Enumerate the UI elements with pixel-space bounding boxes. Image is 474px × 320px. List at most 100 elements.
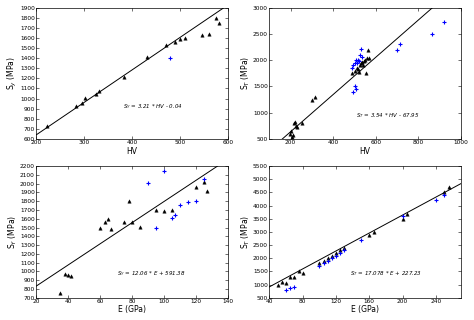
- Point: [292, 123, 300, 128]
- Point: [316, 264, 323, 269]
- Point: [340, 248, 348, 253]
- Point: [43, 124, 51, 129]
- Point: [212, 15, 220, 20]
- Point: [355, 58, 363, 63]
- Text: S$_Y$ = 12.06 * E + 591.38: S$_Y$ = 12.06 * E + 591.38: [117, 269, 185, 278]
- X-axis label: HV: HV: [127, 147, 137, 156]
- Point: [365, 55, 373, 60]
- Point: [286, 286, 294, 291]
- Point: [200, 180, 208, 185]
- Point: [168, 215, 176, 220]
- Point: [358, 59, 366, 64]
- Text: S$_Y$ = 3.21 * HV - 0.04: S$_Y$ = 3.21 * HV - 0.04: [123, 102, 182, 111]
- Point: [320, 261, 328, 266]
- Point: [353, 60, 360, 65]
- Point: [289, 133, 297, 138]
- Point: [290, 121, 298, 126]
- Point: [72, 103, 79, 108]
- Point: [160, 168, 168, 173]
- Point: [216, 20, 223, 25]
- Text: S$_T$ = 3.54 * HV - 67.95: S$_T$ = 3.54 * HV - 67.95: [356, 111, 419, 120]
- Point: [352, 86, 360, 92]
- Point: [152, 225, 160, 230]
- Point: [403, 211, 410, 216]
- Point: [82, 95, 89, 100]
- Point: [160, 208, 168, 213]
- Point: [282, 287, 290, 292]
- Point: [108, 227, 115, 232]
- Point: [428, 31, 436, 36]
- Point: [78, 100, 86, 105]
- Point: [205, 32, 212, 37]
- Point: [120, 75, 128, 80]
- Y-axis label: S$_y$ (MPa): S$_y$ (MPa): [6, 56, 18, 90]
- Point: [316, 261, 323, 266]
- Point: [353, 66, 360, 71]
- Point: [441, 20, 448, 25]
- Point: [360, 59, 368, 64]
- Y-axis label: S$_T$ (MPa): S$_T$ (MPa): [239, 56, 252, 90]
- Point: [137, 224, 144, 229]
- Point: [337, 250, 344, 255]
- Point: [354, 57, 362, 62]
- Point: [363, 71, 370, 76]
- Point: [355, 69, 363, 74]
- Point: [291, 274, 298, 279]
- Point: [324, 256, 331, 261]
- Point: [291, 120, 299, 125]
- Point: [358, 55, 366, 60]
- Point: [287, 129, 294, 134]
- X-axis label: HV: HV: [360, 147, 371, 156]
- Point: [332, 250, 340, 255]
- Point: [320, 258, 328, 263]
- Point: [120, 220, 128, 225]
- Point: [337, 248, 344, 253]
- Point: [200, 177, 208, 182]
- Point: [274, 282, 282, 287]
- Point: [352, 57, 359, 62]
- Point: [184, 200, 192, 205]
- Point: [365, 232, 373, 237]
- Point: [357, 237, 365, 242]
- Point: [104, 216, 112, 221]
- Point: [359, 63, 367, 68]
- Y-axis label: S$_Y$ (MPa): S$_Y$ (MPa): [6, 215, 18, 249]
- Point: [56, 290, 64, 295]
- Y-axis label: S$_T$ (MPa): S$_T$ (MPa): [239, 215, 252, 249]
- Point: [328, 256, 336, 261]
- X-axis label: E (GPa): E (GPa): [351, 306, 379, 315]
- Point: [278, 279, 286, 284]
- Point: [332, 253, 340, 258]
- Point: [348, 71, 356, 76]
- Point: [203, 188, 211, 193]
- Point: [162, 43, 170, 48]
- Point: [61, 271, 69, 276]
- Point: [311, 94, 319, 100]
- Point: [357, 60, 365, 65]
- Point: [445, 185, 452, 190]
- Point: [172, 213, 179, 218]
- Point: [92, 91, 100, 96]
- Point: [393, 47, 401, 52]
- Point: [356, 63, 364, 68]
- Point: [128, 220, 136, 225]
- Point: [399, 213, 407, 219]
- Point: [357, 47, 365, 52]
- Point: [298, 121, 306, 126]
- Point: [192, 199, 200, 204]
- Point: [167, 56, 174, 61]
- Point: [198, 33, 205, 38]
- Point: [172, 40, 179, 45]
- Point: [125, 199, 133, 204]
- Point: [350, 63, 357, 68]
- Point: [176, 202, 184, 207]
- Point: [365, 47, 372, 52]
- Point: [361, 58, 369, 63]
- Point: [288, 134, 295, 139]
- Point: [144, 55, 151, 60]
- Point: [324, 258, 331, 263]
- Point: [168, 207, 176, 212]
- Point: [95, 88, 102, 93]
- Point: [349, 89, 356, 94]
- Point: [286, 274, 294, 279]
